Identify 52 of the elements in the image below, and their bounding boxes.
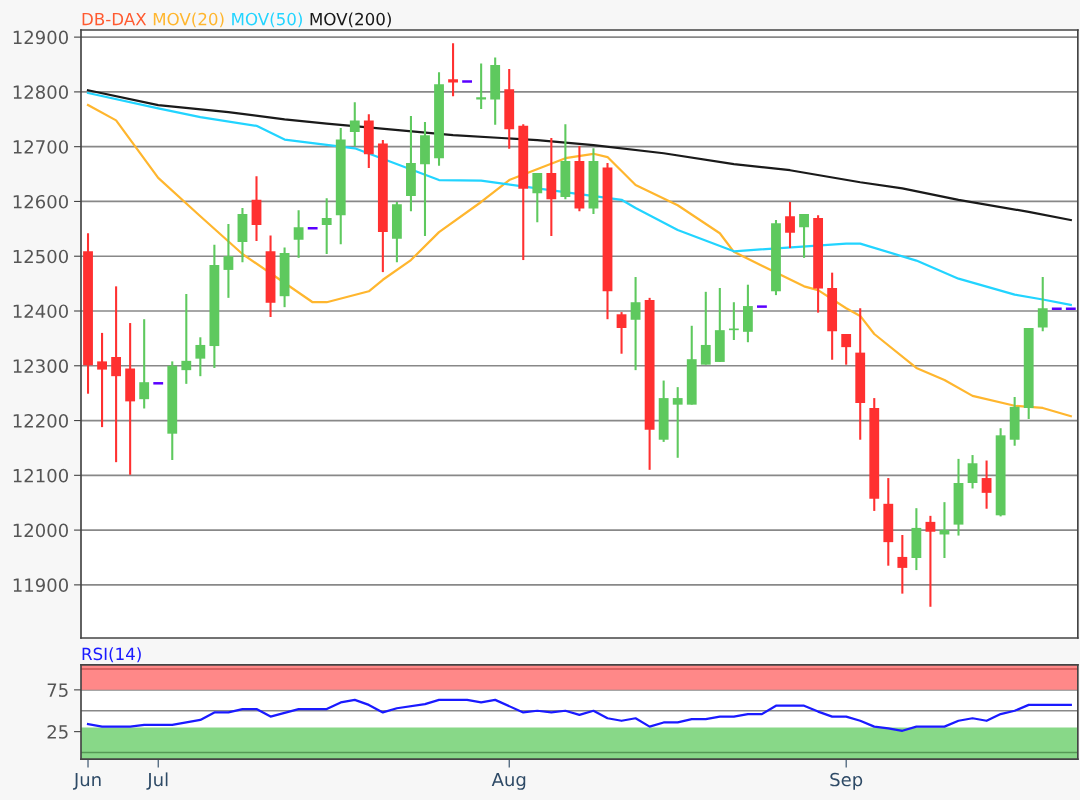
candlestick — [476, 62, 487, 110]
candlestick — [349, 101, 360, 148]
text: MOV(50) — [232, 12, 302, 28]
y-tick-label: 12900 — [13, 30, 68, 45]
candlestick — [1037, 275, 1048, 333]
candlestick — [195, 336, 206, 378]
y-tick-label: 25 — [47, 725, 68, 739]
chart-title: DB-DAX — [82, 12, 147, 26]
line-series — [86, 698, 1072, 732]
y-tick-label: 12700 — [13, 140, 68, 154]
candlestick — [967, 454, 978, 490]
candlestick — [897, 533, 908, 595]
y-tick-label: 12500 — [13, 249, 68, 264]
candlestick — [616, 311, 627, 355]
candlestick — [152, 382, 165, 385]
x-tick-label: Jun — [72, 772, 101, 790]
line-series — [86, 103, 1072, 418]
candlestick — [306, 227, 319, 230]
candlestick — [672, 386, 683, 459]
candlestick — [139, 318, 150, 410]
candlestick — [925, 514, 936, 608]
candlestick — [293, 209, 304, 259]
candlestick — [841, 332, 852, 366]
candlestick — [97, 331, 107, 429]
y-tick-label: 12200 — [13, 414, 68, 428]
candlestick — [981, 459, 992, 510]
candlestick — [223, 222, 234, 299]
x-tick-label: Aug — [491, 772, 526, 790]
line-series — [86, 91, 1072, 307]
text: MOV(20) — [153, 12, 224, 28]
y-tick-label: 12000 — [13, 523, 68, 538]
candlestick — [785, 200, 795, 250]
candlestick — [111, 285, 122, 464]
candlestick — [448, 42, 458, 98]
y-tick-label: 12400 — [13, 304, 68, 319]
y-tick-label: 12100 — [13, 468, 68, 483]
y-tick-label: 12800 — [13, 85, 68, 100]
y-tick-label: 75 — [47, 683, 68, 697]
text: MOV(200) — [310, 12, 391, 28]
y-tick-label: 12600 — [13, 194, 68, 209]
candlestick — [532, 171, 543, 224]
text: RSI(14) — [82, 647, 141, 663]
candlestick — [181, 292, 192, 385]
y-tick-label: 12300 — [13, 359, 68, 373]
x-tick-label: Jul — [146, 772, 168, 790]
candlestick — [321, 197, 332, 256]
candlestick — [799, 213, 809, 259]
candlestick — [700, 290, 711, 366]
x-tick-label: Sep — [830, 772, 863, 790]
candlestick — [630, 275, 641, 372]
line-series — [86, 89, 1072, 222]
y-tick-label: 11900 — [13, 578, 68, 592]
